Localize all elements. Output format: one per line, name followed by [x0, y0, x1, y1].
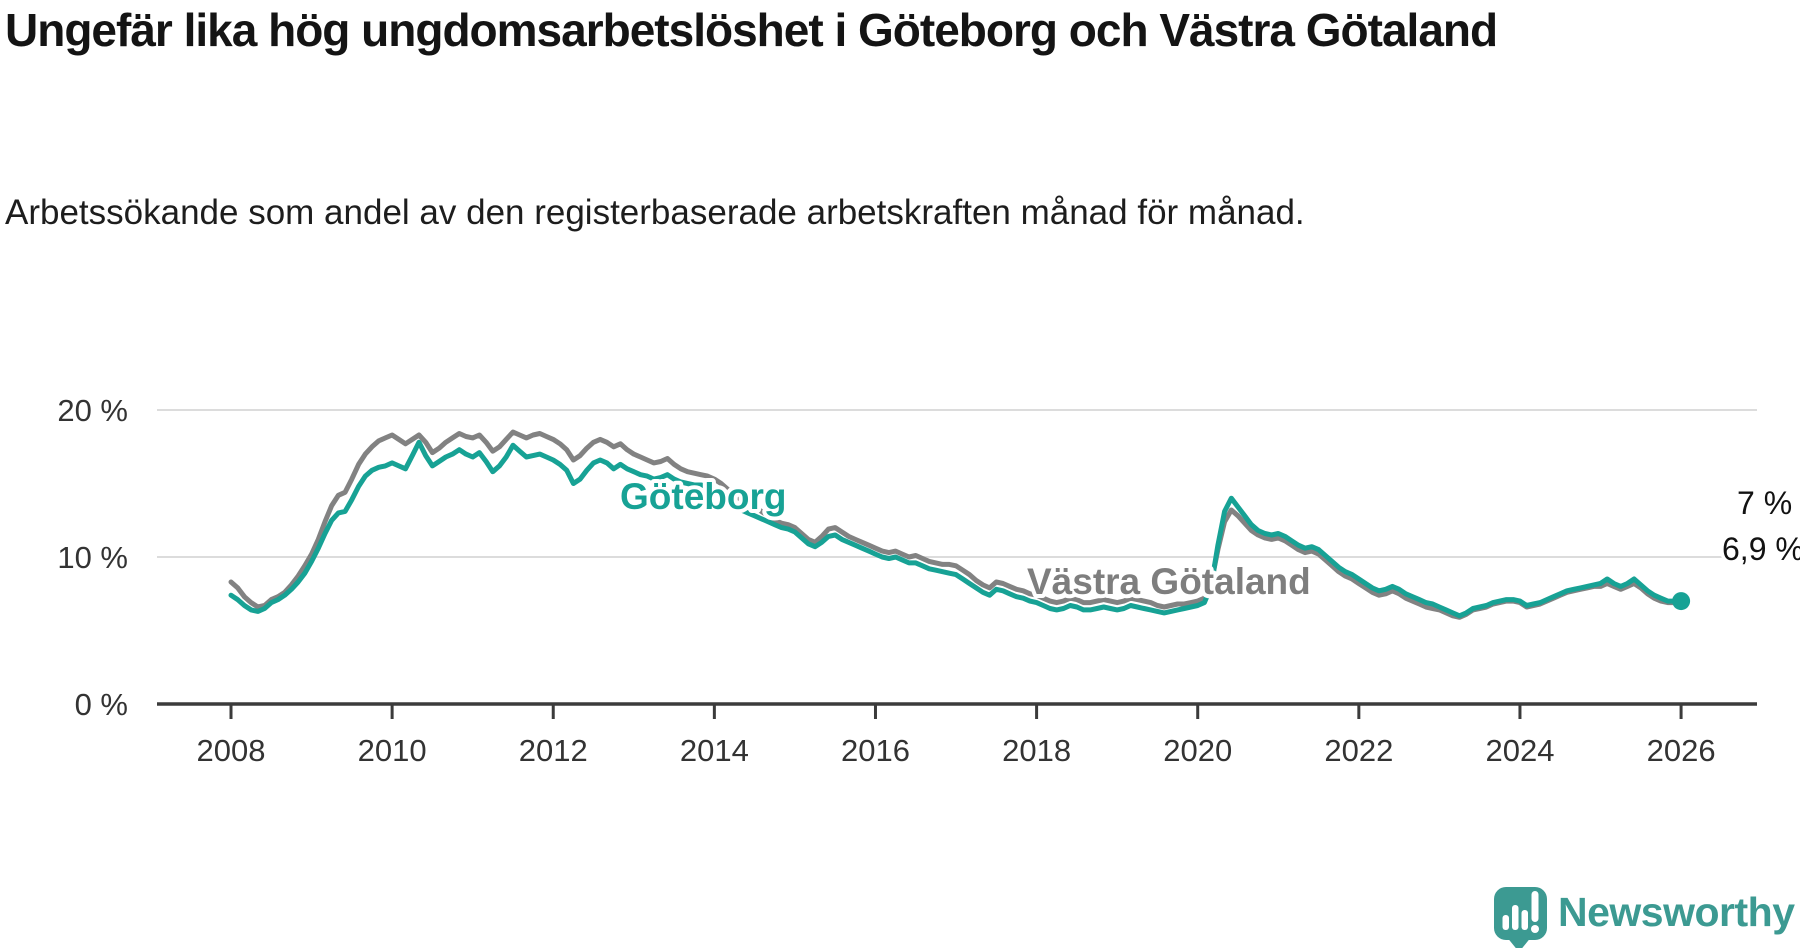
chart-title: Ungefär lika hög ungdomsarbetslöshet i G… [5, 4, 1498, 56]
series-line-goteborg [228, 439, 1684, 619]
series-label-vastra-gotaland: Västra Götaland [1027, 561, 1311, 602]
end-value-label-vastra-gotaland: 6,9 % [1722, 531, 1800, 567]
x-axis-tick-label: 2020 [1163, 733, 1232, 768]
y-axis-tick-label: 20 % [57, 393, 128, 428]
gridlines [157, 409, 1757, 558]
x-axis-tick-label: 2014 [680, 733, 749, 768]
x-axis-tick-label: 2008 [197, 733, 266, 768]
series-line-vastra-gotaland [228, 429, 1684, 620]
series-label-goteborg: Göteborg [620, 476, 786, 517]
x-axis-tick-label: 2016 [841, 733, 910, 768]
end-value-label-goteborg: 7 % [1737, 485, 1792, 521]
x-axis-tick-label: 2018 [1002, 733, 1071, 768]
series-end-dot [1672, 592, 1691, 611]
y-axis-tick-label: 0 % [75, 687, 128, 722]
x-axis-labels: 2008 2010 2012 2014 2016 2018 2020 2022 2024 2026 [197, 733, 1716, 768]
x-axis-tick-label: 2026 [1647, 733, 1716, 768]
newsworthy-logo: Newsworthy [1494, 887, 1796, 948]
chart-subtitle: Arbetssökande som andel av den registerb… [5, 193, 1305, 232]
x-axis [157, 702, 1757, 719]
x-axis-tick-label: 2012 [519, 733, 588, 768]
newsworthy-logo-icon [1494, 887, 1547, 948]
x-axis-tick-label: 2022 [1324, 733, 1393, 768]
newsworthy-logo-text: Newsworthy [1558, 889, 1795, 935]
y-axis-labels: 0 % 10 % 20 % [57, 393, 128, 722]
y-axis-tick-label: 10 % [57, 540, 128, 575]
x-axis-tick-label: 2010 [358, 733, 427, 768]
x-axis-tick-label: 2024 [1485, 733, 1554, 768]
